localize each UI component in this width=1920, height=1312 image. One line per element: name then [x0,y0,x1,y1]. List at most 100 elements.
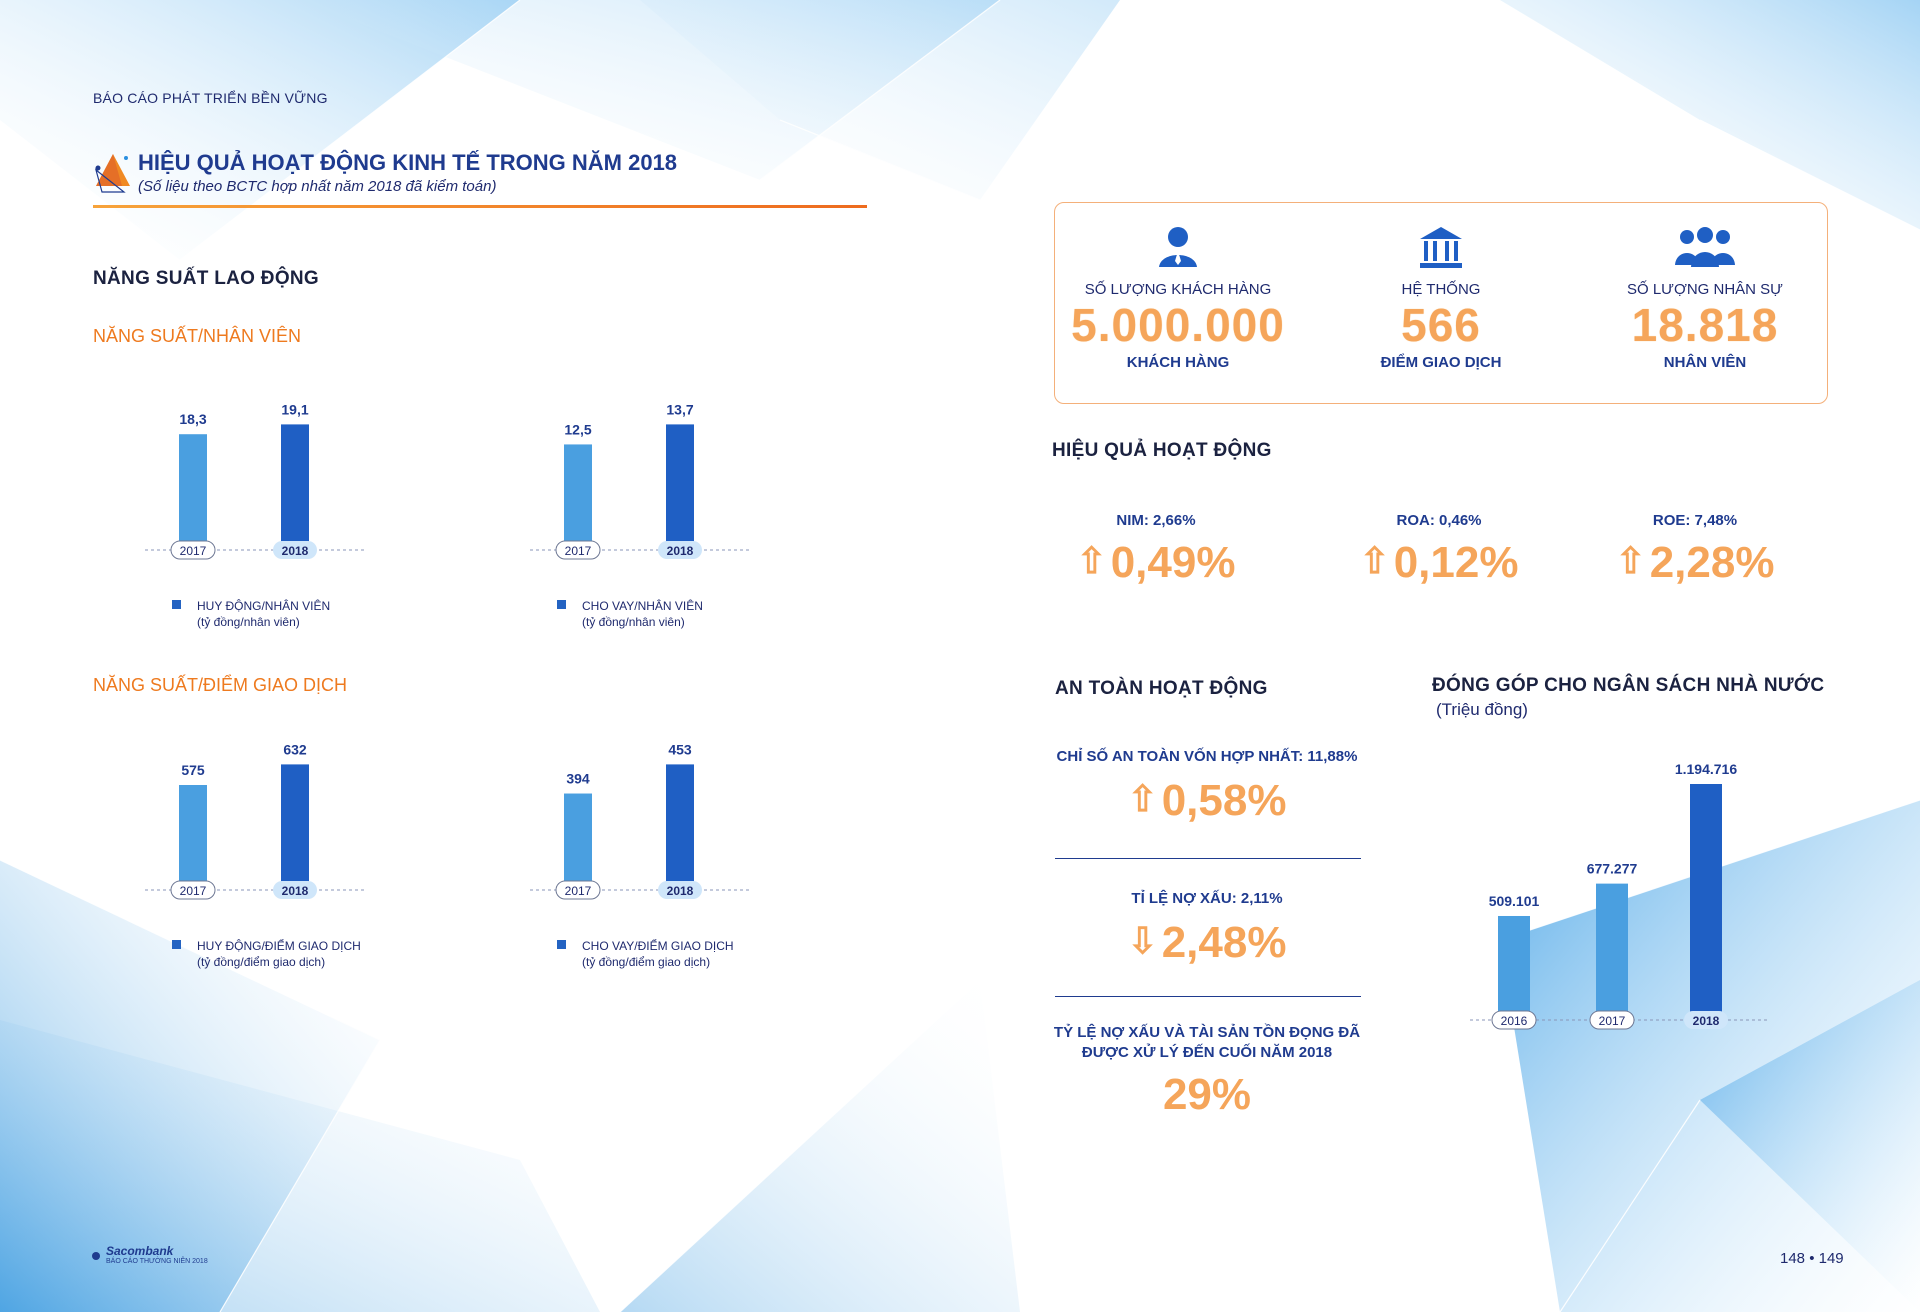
legend-label: HUY ĐỘNG/ĐIỂM GIAO DỊCH [197,939,361,953]
safety-npl-handled: TỶ LỆ NỢ XẤU VÀ TÀI SẢN TỒN ĐỌNG ĐÃ ĐƯỢC… [1052,1023,1362,1119]
legend-label: CHO VAY/ĐIỂM GIAO DỊCH [582,939,734,953]
kpi-label: SỐ LƯỢNG KHÁCH HÀNG [1084,281,1272,298]
title-divider [93,205,867,208]
category-label: 2017 [1599,1014,1626,1028]
kpi-staff: SỐ LƯỢNG NHÂN SỰ 18.818 NHÂN VIÊN [1585,203,1825,371]
safety-change: ⇧0,58% [1052,775,1362,825]
chart-svg: 12,5 2017 13,7 2018 [530,401,750,560]
report-kicker: BÁO CÁO PHÁT TRIỂN BỀN VỮNG [93,90,328,106]
ratio-label: NIM: 2,66% [1116,512,1196,529]
category-pill [658,541,702,559]
chart-deposit-per-branch: 575 2017 632 2018 [145,720,365,920]
safety-heading: AN TOÀN HOẠT ĐỘNG [1055,678,1268,699]
brand-logo: Sacombank [106,1244,174,1258]
category-label: 2018 [667,884,694,898]
kpi-caption: KHÁCH HÀNG [1126,354,1230,371]
legend-label: CHO VAY/NHÂN VIÊN [582,599,703,613]
category-label: 2018 [667,544,694,558]
arrow-up-icon: ⇧ [1359,540,1390,581]
ratio-roa: ROA: 0,46% ⇧0,12% [1309,512,1569,587]
bar-value-label: 575 [181,762,205,778]
category-pill [1589,1010,1635,1030]
category-pill [555,540,601,560]
chart-bar [666,764,694,884]
chart-bar [666,424,694,544]
safety-car: CHỈ SỐ AN TOÀN VỐN HỢP NHẤT: 11,88% ⇧0,5… [1052,747,1362,825]
labor-productivity-heading: NĂNG SUẤT LAO ĐỘNG [93,268,320,289]
footer-report-name: BÁO CÁO THƯỜNG NIÊN 2018 [106,1258,208,1265]
bar-value-label: 13,7 [666,401,693,417]
legend-deposit-per-branch: HUY ĐỘNG/ĐIỂM GIAO DỊCH (tỷ đồng/điểm gi… [172,938,361,970]
legend-label: HUY ĐỘNG/NHÂN VIÊN [197,599,331,613]
safety-divider [1055,996,1361,997]
legend-swatch [172,600,181,609]
bar-value-label: 677.277 [1587,861,1638,877]
footer-dot [92,1252,100,1260]
legend-deposit-per-employee: HUY ĐỘNG/NHÂN VIÊN (tỷ đồng/nhân viên) [172,598,330,630]
category-pill [658,881,702,899]
legend-unit: (tỷ đồng/nhân viên) [197,615,300,629]
ratio-change: ⇧0,12% [1309,537,1569,587]
budget-heading: ĐÓNG GÓP CHO NGÂN SÁCH NHÀ NƯỚC [1432,675,1825,696]
bar-value-label: 394 [566,771,590,787]
ratio-label: ROA: 0,46% [1396,512,1482,529]
ratio-change-value: 0,49% [1110,538,1236,587]
chart-bar [281,424,309,544]
budget-unit: (Triệu đồng) [1436,700,1528,719]
chart-budget-contribution: 509.101 2016 677.277 2017 1.194.716 2018 [1470,750,1770,1050]
kpi-branches: HỆ THỐNG 566 ĐIỂM GIAO DỊCH [1321,203,1561,371]
bar-value-label: 632 [283,741,307,757]
arrow-up-icon: ⇧ [1076,540,1107,581]
page-numbers: 148 • 149 [1780,1250,1844,1267]
chart-svg: 509.101 2016 677.277 2017 1.194.716 2018 [1470,761,1770,1030]
legend-swatch [557,600,566,609]
chart-bar [1596,883,1628,1014]
category-label: 2016 [1501,1014,1528,1028]
safety-change-value: 2,48% [1161,918,1287,967]
category-pill [555,880,601,900]
chart-bar [1690,784,1722,1014]
kpi-label: HỆ THỐNG [1401,281,1481,298]
bar-value-label: 509.101 [1489,893,1540,909]
category-pill [273,881,317,899]
chart-loan-per-employee: 12,5 2017 13,7 2018 [530,380,750,580]
chart-deposit-per-employee: 18,3 2017 19,1 2018 [145,380,365,580]
legend-loan-per-branch: CHO VAY/ĐIỂM GIAO DỊCH (tỷ đồng/điểm gia… [557,938,734,970]
legend-swatch [172,940,181,949]
chart-bar [179,785,207,884]
kpi-value: 18.818 [1631,299,1779,351]
kpi-value: 566 [1401,299,1481,351]
chart-svg: 575 2017 632 2018 [145,741,365,900]
kpi-caption: NHÂN VIÊN [1663,354,1747,371]
arrow-down-icon: ⇩ [1127,920,1158,961]
category-pill [170,880,216,900]
per-branch-heading: NĂNG SUẤT/ĐIỂM GIAO DỊCH [93,675,348,695]
category-label: 2018 [1693,1014,1720,1028]
page-title: HIỆU QUẢ HOẠT ĐỘNG KINH TẾ TRONG NĂM 201… [138,150,678,175]
kpi-caption: ĐIỂM GIAO DỊCH [1380,354,1502,371]
category-label: 2017 [565,884,592,898]
category-label: 2017 [180,884,207,898]
chart-bar [179,434,207,544]
chart-bar [564,793,592,884]
category-label: 2018 [282,884,309,898]
bar-value-label: 1.194.716 [1675,761,1737,777]
ratio-change-value: 2,28% [1649,538,1775,587]
per-employee-heading: NĂNG SUẤT/NHÂN VIÊN [93,326,302,346]
legend-unit: (tỷ đồng/điểm giao dịch) [197,955,326,969]
safety-change: 29% [1052,1071,1362,1119]
bar-value-label: 19,1 [281,401,308,417]
ratio-change: ⇧0,49% [1026,537,1286,587]
kpi-label: SỐ LƯỢNG NHÂN SỰ [1626,281,1783,298]
legend-unit: (tỷ đồng/điểm giao dịch) [582,955,711,969]
category-pill [1684,1011,1728,1029]
chart-bar [564,444,592,544]
chart-svg: 18,3 2017 19,1 2018 [145,401,365,560]
ratio-change-value: 0,12% [1393,538,1519,587]
safety-label: TỈ LỆ NỢ XẤU: 2,11% [1131,890,1283,907]
bank-building-icon [1420,227,1462,268]
legend-loan-per-employee: CHO VAY/NHÂN VIÊN (tỷ đồng/nhân viên) [557,598,703,630]
bar-value-label: 453 [668,741,692,757]
category-label: 2018 [282,544,309,558]
